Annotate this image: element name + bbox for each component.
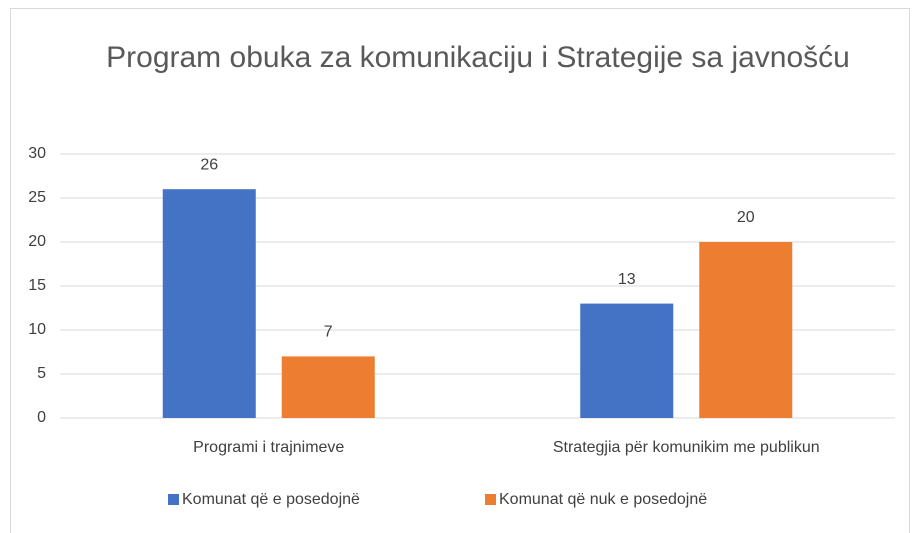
- x-tick-label: Strategjia për komunikim me publikun: [553, 439, 820, 456]
- bar: [281, 356, 375, 418]
- data-label: 26: [200, 156, 218, 173]
- bar: [162, 189, 256, 418]
- y-tick-label: 0: [37, 409, 46, 426]
- chart-border: [10, 8, 910, 533]
- legend-swatch: [485, 494, 496, 505]
- y-tick-label: 30: [28, 145, 46, 162]
- legend-label: Komunat që nuk e posedojnë: [499, 491, 707, 508]
- data-label: 7: [324, 324, 333, 341]
- chart-title: Program obuka za komunikaciju i Strategi…: [106, 41, 850, 74]
- y-tick-label: 10: [28, 321, 46, 338]
- legend-swatch: [168, 494, 179, 505]
- y-tick-label: 25: [28, 189, 46, 206]
- data-label: 20: [737, 209, 755, 226]
- bar: [699, 242, 793, 418]
- x-tick-label: Programi i trajnimeve: [193, 439, 344, 456]
- legend-label: Komunat që e posedojnë: [182, 491, 360, 508]
- y-tick-label: 20: [28, 233, 46, 250]
- data-label: 13: [618, 271, 636, 288]
- y-tick-label: 5: [37, 365, 46, 382]
- bar: [580, 303, 674, 418]
- y-tick-label: 15: [28, 277, 46, 294]
